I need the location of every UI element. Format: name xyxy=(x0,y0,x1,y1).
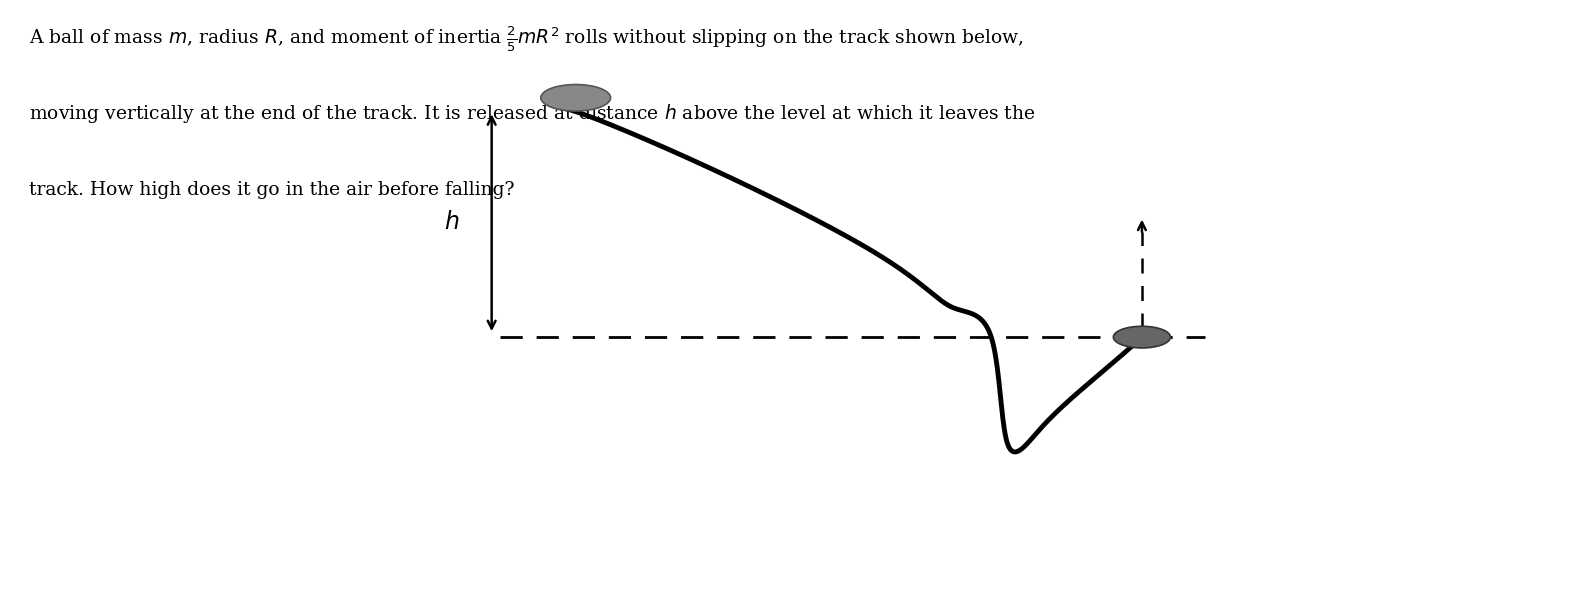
Text: moving vertically at the end of the track. It is released at distance $h$ above : moving vertically at the end of the trac… xyxy=(29,102,1036,125)
Text: track. How high does it go in the air before falling?: track. How high does it go in the air be… xyxy=(29,181,514,199)
Text: A ball of mass $m$, radius $R$, and moment of inertia $\frac{2}{5}mR^2$ rolls wi: A ball of mass $m$, radius $R$, and mome… xyxy=(29,24,1023,54)
Circle shape xyxy=(541,84,611,111)
Text: $h$: $h$ xyxy=(444,211,460,234)
Circle shape xyxy=(1113,326,1170,348)
